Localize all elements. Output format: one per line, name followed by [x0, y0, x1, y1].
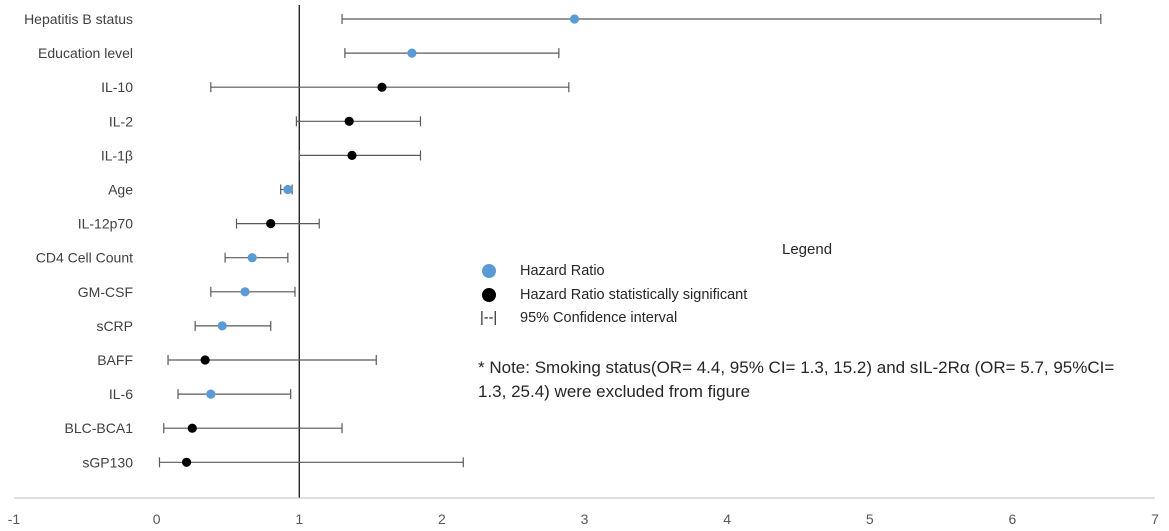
category-label: IL-2	[109, 113, 133, 129]
point-significant	[200, 355, 210, 365]
forest-row: IL-12p70	[78, 216, 320, 232]
point-hazard-ratio	[283, 184, 293, 195]
forest-row: CD4 Cell Count	[36, 250, 289, 266]
point-significant	[181, 457, 192, 467]
x-tick-label: 4	[723, 511, 731, 527]
legend-label-ci: 95% Confidence interval	[520, 310, 678, 326]
forest-row: IL-1β	[101, 147, 422, 163]
category-label: sGP130	[82, 454, 133, 470]
category-label: IL-12p70	[78, 216, 133, 232]
x-tick-label: 0	[153, 511, 161, 527]
plot-rows: Hepatitis B status Education level IL-10 IL…	[24, 5, 1102, 498]
black-dot-icon	[482, 288, 496, 302]
category-label: BLC-BCA1	[65, 420, 134, 436]
x-tick-label: 1	[295, 511, 303, 527]
point-significant	[377, 82, 387, 92]
point-significant	[347, 150, 357, 160]
footnote: * Note: Smoking status(OR= 4.4, 95% CI= …	[478, 358, 1115, 401]
x-tick-label: 3	[581, 511, 589, 527]
forest-row: BLC-BCA1	[65, 420, 343, 436]
forest-row: sGP130	[82, 454, 464, 470]
forest-row: Education level	[38, 45, 560, 61]
x-tick-label: 7	[1151, 511, 1159, 527]
category-label: BAFF	[97, 352, 133, 368]
forest-row: sCRP	[96, 318, 272, 334]
point-significant	[187, 423, 197, 433]
x-axis: -1 0 1 2 3 4 5 6 7	[8, 497, 1159, 527]
forest-row: BAFF	[97, 352, 377, 368]
legend-item-significant: Hazard Ratio statistically significant	[480, 287, 747, 303]
point-hazard-ratio	[407, 48, 417, 58]
blue-dot-icon	[482, 264, 496, 278]
category-label: Age	[108, 182, 133, 198]
point-significant	[344, 116, 354, 126]
point-hazard-ratio	[217, 321, 227, 331]
category-label: IL-10	[101, 79, 133, 95]
point-hazard-ratio	[247, 253, 257, 263]
category-label: IL-1β	[101, 147, 133, 163]
category-label: GM-CSF	[78, 284, 133, 300]
category-label: CD4 Cell Count	[36, 250, 133, 266]
forest-row: Age	[108, 182, 293, 198]
category-label: Hepatitis B status	[24, 11, 133, 27]
x-tick-label: 5	[866, 511, 874, 527]
legend-label-significant: Hazard Ratio statistically significant	[520, 287, 748, 303]
legend-label-hazard-ratio: Hazard Ratio	[520, 263, 605, 279]
category-label: IL-6	[109, 386, 133, 402]
forest-row: IL-2	[109, 113, 422, 129]
forest-row: IL-10	[101, 79, 570, 95]
category-label: sCRP	[96, 318, 133, 334]
point-hazard-ratio	[206, 389, 216, 399]
category-label: Education level	[38, 45, 133, 61]
point-significant	[266, 219, 276, 229]
point-hazard-ratio	[569, 14, 580, 24]
point-hazard-ratio	[240, 287, 250, 297]
legend-title: Legend	[782, 241, 833, 258]
legend-item-confidence-interval: |--| 95% Confidence interval	[480, 310, 677, 326]
x-tick-label: 2	[438, 511, 446, 527]
forest-row: Hepatitis B status	[24, 11, 1102, 27]
x-tick-label: -1	[8, 511, 21, 527]
legend-item-hazard-ratio: Hazard Ratio	[480, 263, 605, 279]
forest-row: IL-6	[109, 386, 292, 402]
ci-glyph: |--|	[480, 310, 498, 326]
forest-row: GM-CSF	[78, 284, 296, 300]
x-tick-label: 6	[1008, 511, 1016, 527]
